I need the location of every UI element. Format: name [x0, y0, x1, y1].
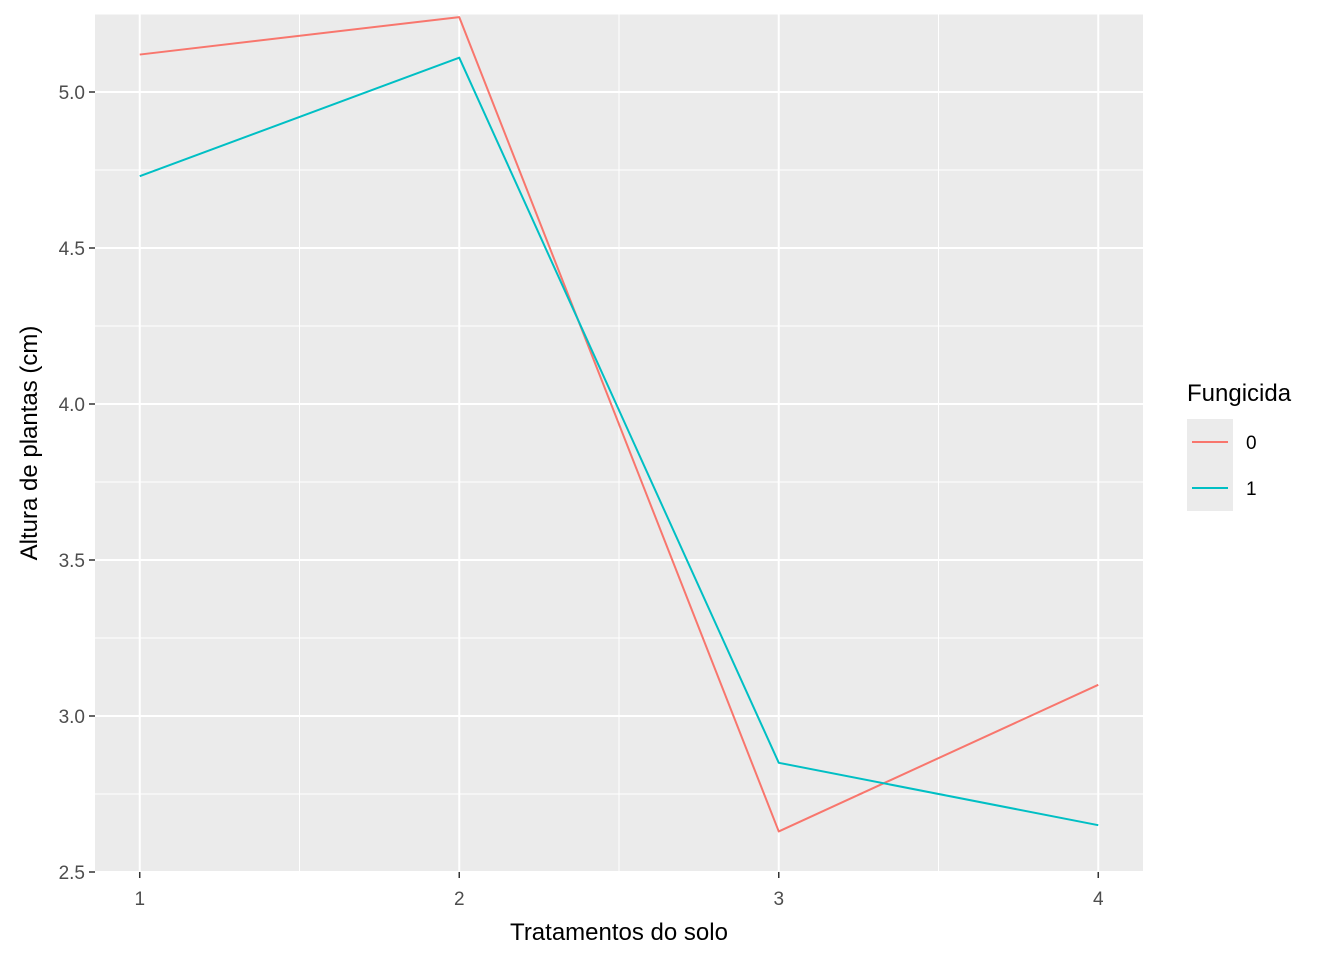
y-tick-label: 3.0	[59, 707, 85, 728]
legend-label: 1	[1246, 479, 1257, 500]
series-line-1	[139, 56, 1099, 827]
series-line-0	[139, 16, 1099, 833]
y-tick-label: 5.0	[59, 83, 85, 104]
x-axis-title: Tratamentos do solo	[510, 919, 728, 946]
y-tick-label: 4.0	[59, 395, 85, 416]
x-tick-label: 3	[773, 889, 784, 910]
y-tick-label: 3.5	[59, 551, 85, 572]
x-tick-label: 4	[1093, 889, 1104, 910]
y-axis: 2.5 3.0 3.5 4.0 4.5 5.0	[59, 83, 95, 884]
x-tick-label: 2	[454, 889, 465, 910]
major-gridlines	[95, 14, 1143, 873]
legend-title: Fungicida	[1187, 380, 1292, 407]
series-lines	[139, 16, 1099, 833]
y-tick-label: 4.5	[59, 239, 85, 260]
y-axis-title: Altura de plantas (cm)	[16, 326, 43, 561]
legend: Fungicida 01	[1187, 380, 1292, 511]
minor-gridlines	[95, 13, 1143, 872]
legend-keys: 01	[1187, 419, 1257, 511]
legend-label: 0	[1246, 433, 1257, 454]
x-axis: 1 2 3 4	[134, 872, 1104, 910]
y-tick-label: 2.5	[59, 863, 85, 884]
x-tick-label: 1	[134, 889, 145, 910]
